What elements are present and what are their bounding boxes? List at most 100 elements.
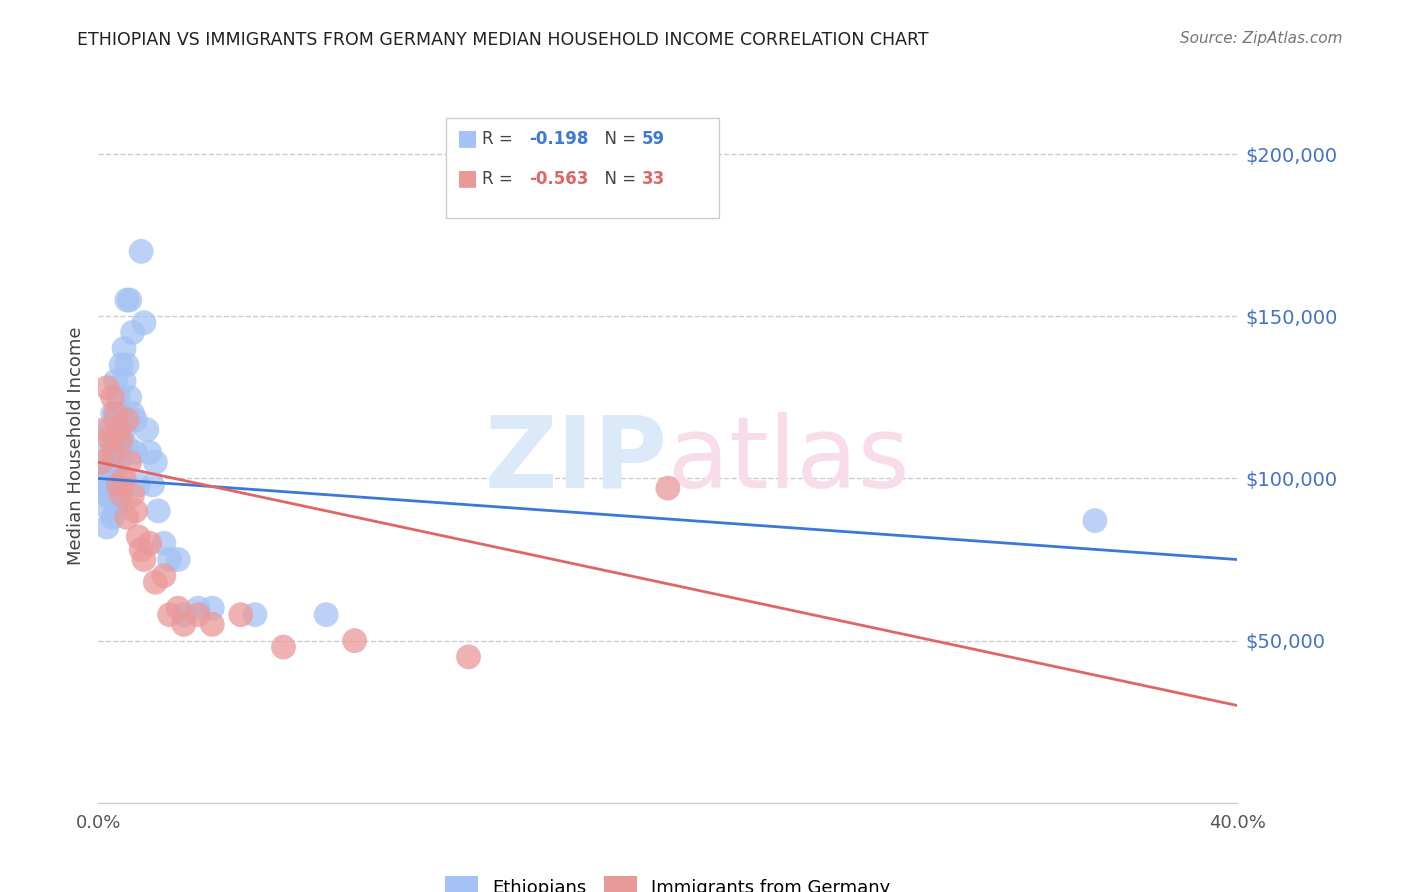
Text: ZIP: ZIP (485, 412, 668, 508)
Point (101, 407, 124, 421)
Point (98, 423, 121, 437)
Text: Source: ZipAtlas.com: Source: ZipAtlas.com (1180, 31, 1343, 46)
Point (98, 504, 121, 518)
Point (104, 445, 127, 459)
Point (129, 244, 152, 259)
Point (93, 471, 115, 485)
Point (141, 478, 163, 492)
Point (129, 542, 152, 557)
Point (118, 293, 141, 307)
Point (101, 439, 124, 453)
Point (115, 439, 138, 453)
Legend: Ethiopians, Immigrants from Germany: Ethiopians, Immigrants from Germany (437, 869, 898, 892)
Point (124, 413, 146, 427)
Text: ■: ■ (457, 168, 478, 187)
Point (1084, 514, 1107, 528)
Point (107, 390, 129, 404)
Point (273, 640, 295, 654)
Point (127, 478, 149, 492)
Point (107, 407, 129, 421)
Point (90, 455, 112, 469)
Point (138, 445, 160, 459)
Point (121, 326, 143, 340)
Point (159, 552, 181, 566)
Point (153, 536, 176, 550)
Point (110, 433, 132, 447)
Point (104, 478, 127, 492)
Point (173, 607, 195, 622)
Point (132, 552, 155, 566)
Point (343, 633, 366, 648)
Point (101, 510, 124, 524)
Point (107, 423, 129, 437)
Point (243, 607, 266, 622)
Point (101, 445, 124, 459)
Point (457, 649, 479, 664)
Point (101, 488, 124, 502)
Bar (446, 118, 718, 218)
Point (124, 504, 146, 518)
Point (135, 423, 157, 437)
Point (138, 536, 160, 550)
Point (110, 488, 132, 502)
Point (153, 568, 176, 582)
Point (110, 439, 132, 453)
Point (96, 445, 118, 459)
Point (101, 390, 124, 404)
Point (96, 488, 118, 502)
Point (107, 488, 129, 502)
Point (148, 504, 170, 518)
Point (173, 617, 195, 632)
Point (115, 293, 138, 307)
Point (110, 358, 132, 372)
Text: N =: N = (593, 169, 641, 187)
Point (104, 374, 127, 388)
Text: R =: R = (482, 169, 519, 187)
Point (159, 607, 181, 622)
Text: ■: ■ (457, 128, 478, 148)
Point (201, 617, 224, 632)
Point (90, 481, 112, 495)
Point (112, 374, 135, 388)
Text: atlas: atlas (668, 412, 910, 508)
Point (107, 478, 129, 492)
Point (315, 607, 337, 622)
Point (115, 413, 138, 427)
Point (121, 488, 143, 502)
Point (201, 601, 224, 615)
Point (96, 520, 118, 534)
Point (110, 478, 132, 492)
Point (118, 455, 141, 469)
Text: R =: R = (482, 130, 519, 148)
Text: N =: N = (593, 130, 641, 148)
Point (104, 497, 127, 511)
Point (167, 552, 190, 566)
Point (112, 471, 135, 485)
Point (132, 316, 155, 330)
Text: 33: 33 (641, 169, 665, 187)
Point (104, 413, 127, 427)
Point (110, 407, 132, 421)
Point (112, 342, 135, 356)
Point (96, 381, 118, 395)
Text: ETHIOPIAN VS IMMIGRANTS FROM GERMANY MEDIAN HOUSEHOLD INCOME CORRELATION CHART: ETHIOPIAN VS IMMIGRANTS FROM GERMANY MED… (77, 31, 929, 49)
Point (229, 607, 252, 622)
Point (112, 423, 135, 437)
Point (107, 423, 129, 437)
Point (657, 481, 679, 495)
Point (145, 575, 167, 590)
Point (127, 530, 149, 544)
Point (167, 601, 190, 615)
Y-axis label: Median Household Income: Median Household Income (66, 326, 84, 566)
Point (187, 601, 209, 615)
Point (118, 390, 141, 404)
Point (98, 461, 121, 475)
Point (107, 455, 129, 469)
Point (98, 433, 121, 447)
Point (115, 510, 138, 524)
Text: 59: 59 (641, 130, 665, 148)
Point (101, 455, 124, 469)
Point (121, 407, 143, 421)
Point (145, 455, 167, 469)
Point (124, 445, 146, 459)
